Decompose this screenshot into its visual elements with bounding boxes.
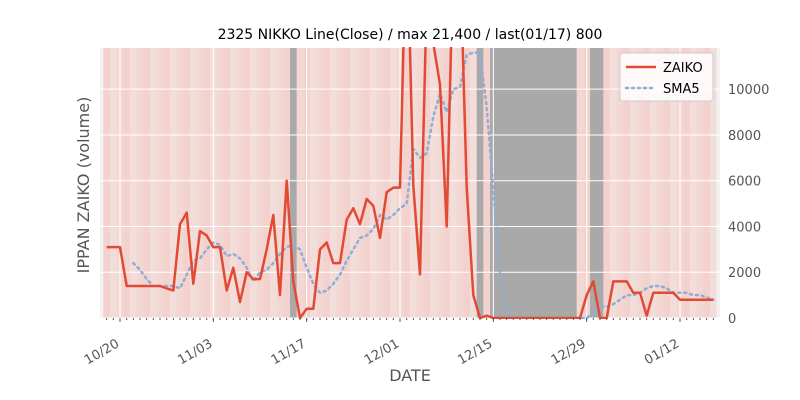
chart-title: 2325 NIKKO Line(Close) / max 21,400 / la… <box>218 27 603 43</box>
y-axis-label: IPPAN ZAIKO (volume) <box>74 97 93 274</box>
day-band <box>323 48 330 318</box>
shaded-bands <box>103 48 717 318</box>
day-band <box>263 48 270 318</box>
day-band <box>256 48 264 318</box>
day-band <box>416 48 424 318</box>
sma5-line <box>132 51 715 319</box>
day-band <box>370 48 377 318</box>
day-band <box>343 48 350 318</box>
y-axis-ticks: 0 2000 4000 6000 8000 10000 <box>728 83 769 327</box>
day-band <box>483 48 490 318</box>
day-band <box>690 48 697 318</box>
legend-zaiko-label: ZAIKO <box>663 61 703 76</box>
day-band <box>103 48 110 318</box>
zaiko-line <box>106 47 714 319</box>
day-band <box>316 48 324 318</box>
y-tick-label: 8000 <box>728 129 761 144</box>
grey-band <box>590 48 604 318</box>
day-band <box>216 48 224 318</box>
y-tick-label: 4000 <box>728 220 761 235</box>
grey-band <box>290 48 297 318</box>
y-tick-label: 2000 <box>728 266 761 281</box>
day-band <box>150 48 157 318</box>
day-band <box>196 48 204 318</box>
legend: ZAIKO SMA5 <box>619 52 714 102</box>
day-band <box>623 48 630 318</box>
day-band <box>243 48 250 318</box>
day-band <box>183 48 190 318</box>
day-band <box>296 48 304 318</box>
x-axis-label: DATE <box>389 366 431 385</box>
day-band <box>656 48 664 318</box>
day-band <box>603 48 610 318</box>
day-band <box>696 48 704 318</box>
day-band <box>230 48 237 318</box>
day-band <box>670 48 677 318</box>
day-band <box>616 48 624 318</box>
day-band <box>383 48 390 318</box>
day-band <box>376 48 384 318</box>
day-band <box>643 48 650 318</box>
y-tick-label: 10000 <box>728 83 769 98</box>
day-band <box>190 48 197 318</box>
day-band <box>403 48 410 318</box>
zaiko-series <box>106 47 714 319</box>
day-band <box>363 48 370 318</box>
day-band <box>110 48 117 318</box>
day-band <box>350 48 357 318</box>
day-band <box>123 48 130 318</box>
day-band <box>456 48 464 318</box>
day-band <box>710 48 717 318</box>
day-band <box>310 48 317 318</box>
sma5-series <box>132 51 715 319</box>
day-band <box>430 48 437 318</box>
day-band <box>683 48 690 318</box>
day-band <box>356 48 364 318</box>
day-band <box>390 48 397 318</box>
day-band <box>703 48 710 318</box>
day-band <box>270 48 277 318</box>
y-tick-label: 0 <box>728 312 736 327</box>
day-band <box>450 48 457 318</box>
day-band <box>156 48 164 318</box>
grey-band <box>490 48 577 318</box>
day-band <box>436 48 444 318</box>
day-band <box>650 48 657 318</box>
day-band <box>330 48 337 318</box>
day-band <box>223 48 230 318</box>
day-band <box>610 48 617 318</box>
day-band <box>170 48 177 318</box>
day-band <box>136 48 144 318</box>
day-band <box>663 48 670 318</box>
day-band <box>276 48 284 318</box>
day-band <box>163 48 170 318</box>
day-band <box>143 48 150 318</box>
day-band <box>576 48 584 318</box>
day-band <box>236 48 244 318</box>
grey-band <box>476 48 484 318</box>
legend-sma5-label: SMA5 <box>663 82 700 97</box>
day-band <box>630 48 637 318</box>
plot-area <box>100 47 720 319</box>
y-tick-label: 6000 <box>728 175 761 190</box>
day-band <box>470 48 477 318</box>
day-band <box>423 48 430 318</box>
day-band <box>250 48 257 318</box>
day-band <box>336 48 344 318</box>
day-band <box>130 48 137 318</box>
day-band <box>176 48 184 318</box>
day-band <box>636 48 644 318</box>
day-band <box>203 48 210 318</box>
